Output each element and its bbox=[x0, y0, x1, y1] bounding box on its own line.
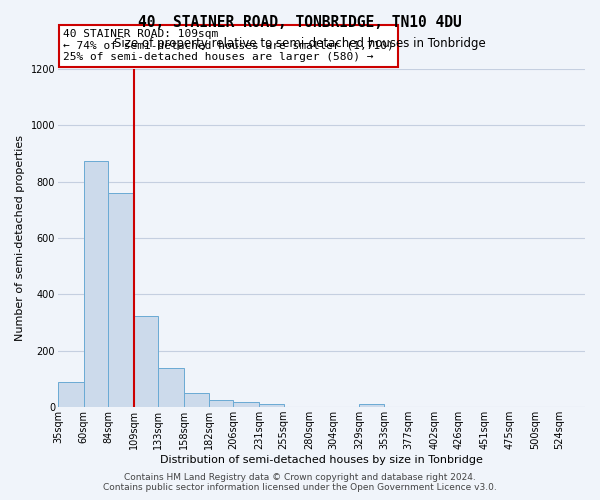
Y-axis label: Number of semi-detached properties: Number of semi-detached properties bbox=[15, 135, 25, 341]
Bar bbox=[108, 193, 134, 407]
Text: Size of property relative to semi-detached houses in Tonbridge: Size of property relative to semi-detach… bbox=[114, 38, 486, 51]
Text: 40 STAINER ROAD: 109sqm
← 74% of semi-detached houses are smaller (1,710)
25% of: 40 STAINER ROAD: 109sqm ← 74% of semi-de… bbox=[63, 29, 394, 62]
Bar bbox=[209, 400, 233, 407]
Bar bbox=[259, 404, 284, 407]
Bar bbox=[233, 402, 259, 407]
Bar bbox=[158, 368, 184, 407]
Text: 40, STAINER ROAD, TONBRIDGE, TN10 4DU: 40, STAINER ROAD, TONBRIDGE, TN10 4DU bbox=[138, 15, 462, 30]
Bar bbox=[184, 393, 209, 407]
Bar bbox=[83, 160, 108, 407]
Bar bbox=[58, 382, 83, 407]
Bar bbox=[134, 316, 158, 407]
Bar bbox=[359, 404, 384, 407]
X-axis label: Distribution of semi-detached houses by size in Tonbridge: Distribution of semi-detached houses by … bbox=[160, 455, 483, 465]
Text: Contains HM Land Registry data © Crown copyright and database right 2024.
Contai: Contains HM Land Registry data © Crown c… bbox=[103, 473, 497, 492]
